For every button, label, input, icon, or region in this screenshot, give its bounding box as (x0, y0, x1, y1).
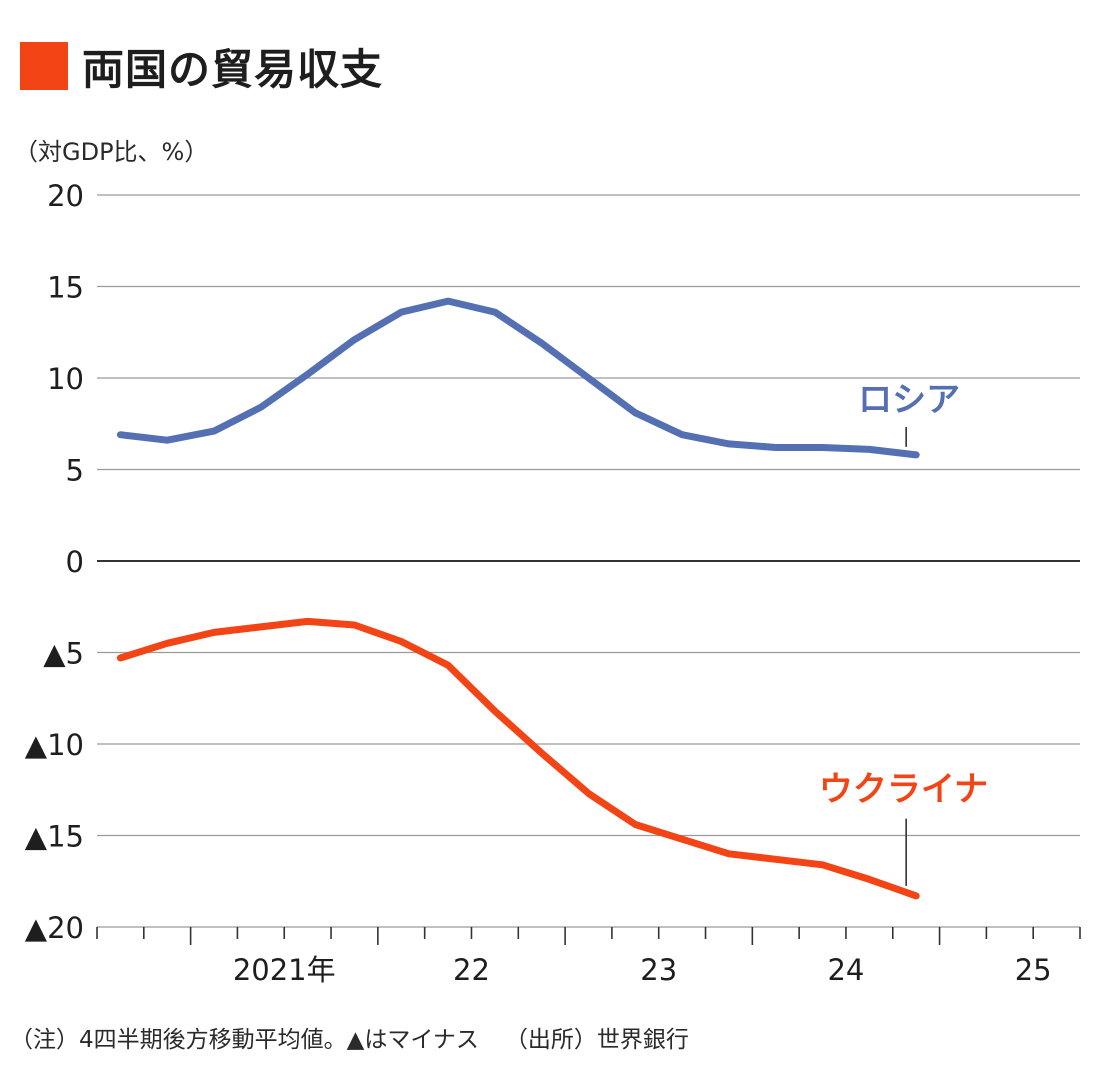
x-tick-label: 24 (827, 953, 864, 987)
y-tick-label: ▲20 (25, 911, 84, 945)
title-text: 両国の貿易収支 (82, 44, 384, 94)
y-tick-label: 5 (66, 454, 84, 488)
source-text: （出所）世界銀行 (504, 1027, 689, 1053)
footnote: （注）4四半期後方移動平均値。▲はマイナス （出所）世界銀行 (10, 1020, 689, 1054)
y-tick-label: ▲5 (43, 637, 84, 671)
note-text: （注）4四半期後方移動平均値。▲はマイナス (10, 1027, 479, 1053)
russia-series-line (116, 297, 920, 459)
ukraine-series-label: ウクライナ (819, 770, 988, 810)
unit-label: （対GDP比、%） (14, 138, 209, 166)
title-marker (20, 42, 68, 90)
y-tick-label: ▲15 (25, 820, 84, 854)
y-tick-label: 20 (47, 179, 84, 213)
russia-series-label: ロシア (858, 380, 960, 420)
x-tick-label: 2021年 (233, 953, 336, 987)
x-tick-label: 25 (1015, 953, 1052, 987)
y-tick-label: 10 (47, 362, 84, 396)
y-tick-label: 0 (66, 545, 84, 579)
y-tick-label: ▲10 (25, 728, 84, 762)
x-tick-label: 22 (453, 953, 490, 987)
ukraine-series-line (116, 617, 920, 900)
chart-title: 両国の貿易収支 (20, 38, 383, 94)
y-tick-label: 15 (47, 271, 84, 305)
x-tick-label: 23 (640, 953, 677, 987)
